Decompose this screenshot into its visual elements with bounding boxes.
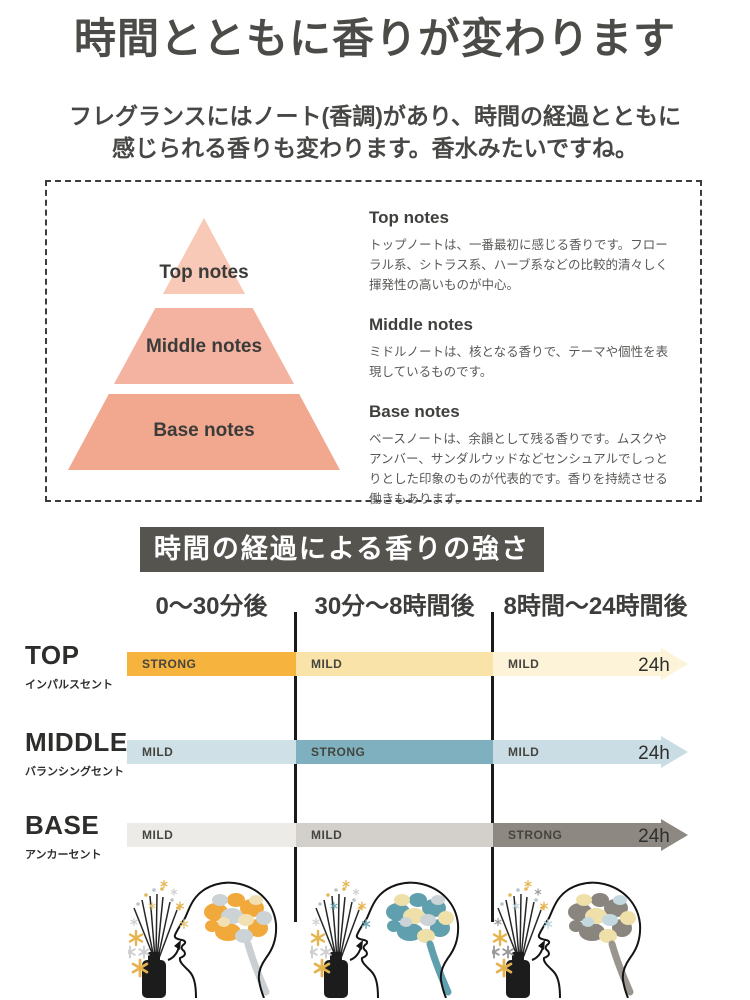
bar-segment: MILD: [493, 652, 662, 676]
fragrance-pyramid-diagram: Top notes Middle notes Base notes: [68, 218, 340, 470]
column-divider-2: [491, 612, 494, 922]
diffuser-icon: [497, 886, 546, 998]
strength-bar-middle: MILD STRONG MILD: [127, 740, 662, 764]
head-illustration-30min-8h: [310, 879, 460, 998]
row-label-middle: MIDDLE: [25, 727, 128, 757]
top-notes-body: トップノートは、一番最初に感じる香りです。フローラル系、シトラス系、ハーブ系など…: [369, 238, 669, 292]
column-header-8h-24h: 8時間〜24時間後: [503, 593, 688, 620]
arrowhead-icon: [661, 736, 688, 768]
pyramid-top-label: Top notes: [159, 262, 249, 283]
row-sublabel-base: アンカーセント: [25, 849, 102, 861]
base-notes-body: ベースノートは、余韻として残る香りです。ムスクやアンバー、サンダルウッドなどセン…: [369, 432, 669, 506]
diffuser-icon: [315, 886, 364, 998]
pyramid-base-layer: [68, 394, 340, 470]
arrowhead-icon: [661, 648, 688, 680]
segment-label: STRONG: [311, 745, 366, 759]
row-label-base: BASE: [25, 810, 100, 840]
end-label-base: 24h: [638, 826, 670, 847]
bar-segment: STRONG: [127, 652, 296, 676]
bar-segment: MILD: [296, 823, 493, 847]
page-subtitle: フレグランスにはノート(香調)があり、時間の経過とともに 感じられる香りも変わり…: [0, 100, 750, 164]
bar-segment: MILD: [127, 740, 296, 764]
base-notes-heading: Base notes: [369, 402, 460, 421]
row-label-top: TOP: [25, 640, 80, 670]
arrowhead-icon: [661, 819, 688, 851]
head-illustration-8h-24h: [492, 879, 642, 998]
strength-chart-banner: 時間の経過による香りの強さ: [140, 527, 544, 572]
diffuser-icon: [133, 886, 182, 998]
segment-label: MILD: [311, 828, 343, 842]
segment-label: MILD: [142, 828, 174, 842]
pyramid-base-label: Base notes: [153, 420, 255, 441]
subtitle-line-1: フレグランスにはノート(香調)があり、時間の経過とともに: [69, 103, 681, 129]
top-notes-heading: Top notes: [369, 208, 449, 227]
subtitle-line-2: 感じられる香りも変わります。香水みたいですね。: [111, 135, 638, 161]
segment-label: MILD: [508, 745, 540, 759]
bar-segment: STRONG: [296, 740, 493, 764]
pyramid-middle-label: Middle notes: [145, 336, 263, 357]
bar-segment: STRONG: [493, 823, 662, 847]
column-header-30min-8h: 30分〜8時間後: [314, 593, 475, 620]
bar-segment: MILD: [493, 740, 662, 764]
head-illustration-0-30min: [128, 879, 278, 998]
strength-bar-top: STRONG MILD MILD: [127, 652, 662, 676]
segment-label: MILD: [142, 745, 174, 759]
segment-label: MILD: [508, 657, 540, 671]
column-header-0-30min: 0〜30分後: [155, 593, 268, 620]
notes-descriptions: Top notes トップノートは、一番最初に感じる香りです。フローラル系、シト…: [369, 208, 675, 529]
middle-notes-body: ミドルノートは、核となる香りで、テーマや個性を表現しているものです。: [369, 345, 669, 379]
segment-label: STRONG: [142, 657, 197, 671]
row-sublabel-top: インパルスセント: [25, 679, 113, 691]
segment-label: STRONG: [508, 828, 563, 842]
notes-explanation-box: Top notes Middle notes Base notes Top no…: [45, 180, 702, 506]
segment-label: MILD: [311, 657, 343, 671]
bar-segment: MILD: [127, 823, 296, 847]
end-label-middle: 24h: [638, 743, 670, 764]
bar-segment: MILD: [296, 652, 493, 676]
page-title: 時間とともに香りが変わります: [73, 15, 676, 62]
row-sublabel-middle: バランシングセント: [25, 766, 124, 778]
end-label-top: 24h: [638, 655, 670, 676]
middle-notes-heading: Middle notes: [369, 315, 473, 334]
column-divider-1: [294, 612, 297, 922]
strength-bar-base: MILD MILD STRONG: [127, 823, 662, 847]
